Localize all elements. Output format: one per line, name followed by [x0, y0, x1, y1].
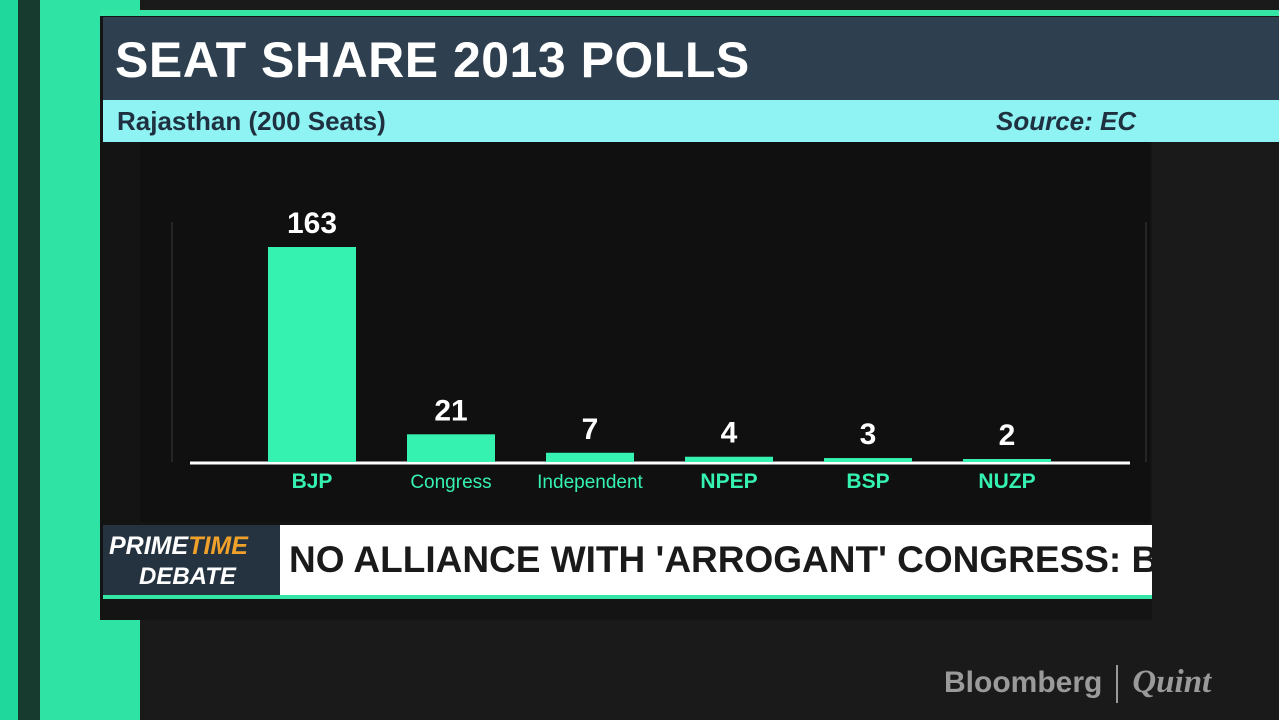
- top-accent-line: [100, 10, 1279, 16]
- subtitle-bar: Rajasthan (200 Seats) Source: EC: [103, 100, 1279, 142]
- category-label-nuzp: NUZP: [978, 470, 1035, 493]
- show-logo-prime: PRIME: [109, 532, 189, 560]
- headline-text: NO ALLIANCE WITH 'ARROGANT' CONGRESS: BS…: [289, 539, 1208, 580]
- bar-bjp: [268, 247, 356, 462]
- channel-logo: Bloomberg Quint: [944, 664, 1212, 704]
- show-logo-time: TIME: [188, 532, 248, 560]
- value-label-congress: 21: [434, 394, 467, 427]
- chart-subtitle: Rajasthan (200 Seats): [117, 106, 386, 136]
- show-logo-primetime-debate: PRIMETIME DEBATE: [103, 525, 280, 595]
- show-logo-debate: DEBATE: [139, 563, 236, 590]
- value-label-npep: 4: [721, 417, 738, 450]
- category-label-bjp: BJP: [292, 470, 333, 493]
- category-label-npep: NPEP: [700, 470, 757, 493]
- category-label-independent: Independent: [537, 472, 643, 493]
- bar-congress: [407, 434, 495, 462]
- value-label-nuzp: 2: [999, 419, 1016, 452]
- title-bar: SEAT SHARE 2013 POLLS: [103, 17, 1279, 100]
- source-label: Source: EC: [996, 106, 1137, 136]
- value-label-bjp: 163: [287, 207, 337, 240]
- logo-quint: Quint: [1132, 664, 1212, 700]
- value-label-independent: 7: [582, 413, 599, 446]
- show-logo-underline: [103, 595, 280, 599]
- bar-nuzp: [963, 459, 1051, 462]
- chart-title: SEAT SHARE 2013 POLLS: [115, 32, 750, 88]
- logo-bloomberg: Bloomberg: [944, 666, 1103, 699]
- left-accent-band-dark: [18, 0, 40, 720]
- headline-ticker: NO ALLIANCE WITH 'ARROGANT' CONGRESS: BS…: [280, 525, 1208, 595]
- category-label-congress: Congress: [410, 472, 491, 493]
- bar-npep: [685, 456, 773, 462]
- logo-separator: [1116, 665, 1119, 704]
- headline-underline: [280, 595, 1152, 599]
- bar-independent: [546, 452, 634, 462]
- value-label-bsp: 3: [860, 418, 877, 451]
- bar-bsp: [824, 458, 912, 462]
- left-accent-band: [0, 0, 18, 720]
- category-label-bsp: BSP: [846, 470, 889, 493]
